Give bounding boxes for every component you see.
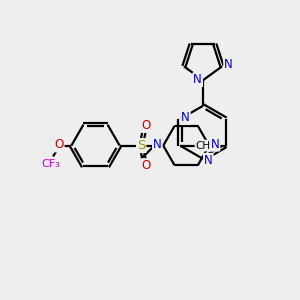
Text: O: O bbox=[54, 139, 64, 152]
Text: CF₃: CF₃ bbox=[41, 159, 60, 170]
Text: N: N bbox=[193, 73, 202, 86]
Text: N: N bbox=[224, 58, 233, 70]
Text: N: N bbox=[181, 111, 190, 124]
Text: CH₃: CH₃ bbox=[196, 141, 215, 151]
Text: O: O bbox=[142, 119, 151, 132]
Text: S: S bbox=[137, 139, 145, 152]
Text: N: N bbox=[211, 138, 219, 151]
Text: N: N bbox=[153, 138, 162, 151]
Text: O: O bbox=[142, 159, 151, 172]
Text: N: N bbox=[204, 154, 213, 167]
